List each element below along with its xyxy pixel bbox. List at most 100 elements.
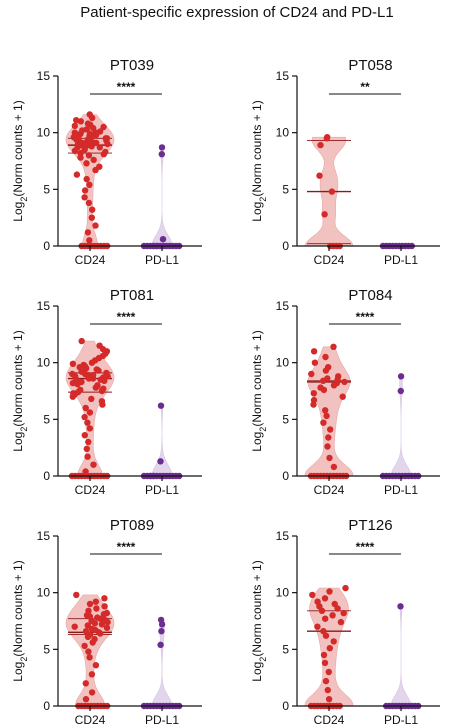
panel-pt081: 0 5 10 15 CD24 PD-L1 Log2(Norm counts + 1) PT08… — [11, 287, 202, 497]
point-cd24 — [73, 171, 81, 178]
point-cd24 — [81, 187, 89, 194]
point-cd24 — [88, 143, 95, 150]
point-cd24 — [104, 618, 111, 626]
y-axis-label: Log2(Norm counts + 1) — [11, 330, 29, 451]
x-tick-label: PD-L1 — [384, 253, 418, 267]
point-cd24 — [103, 624, 111, 631]
x-tick-label: PD-L1 — [145, 253, 179, 267]
y-tick-label: 0 — [43, 699, 50, 713]
point-cd24 — [71, 122, 79, 130]
point-cd24 — [310, 401, 317, 408]
point-cd24 — [82, 404, 89, 412]
x-tick-label: PD-L1 — [384, 483, 418, 497]
y-tick-label: 15 — [276, 69, 290, 83]
point-pdl1 — [397, 373, 405, 380]
point-cd24 — [88, 214, 96, 221]
y-tick-label: 0 — [282, 469, 289, 483]
point-cd24 — [93, 139, 100, 147]
point-cd24 — [310, 390, 317, 397]
point-cd24 — [340, 609, 347, 617]
panel-pt084: 0 5 10 15 CD24 PD-L1 Log2(Norm counts + 1) PT08… — [250, 287, 440, 497]
significance-label: **** — [117, 310, 136, 324]
point-cd24 — [330, 463, 338, 471]
point-cd24 — [326, 588, 333, 595]
y-tick-label: 10 — [276, 126, 290, 140]
point-cd24 — [92, 222, 99, 229]
point-pdl1 — [397, 387, 404, 395]
point-cd24 — [81, 413, 88, 421]
point-cd24 — [82, 696, 90, 703]
point-cd24 — [83, 160, 90, 167]
point-cd24 — [311, 359, 319, 366]
y-axis-label: Log2(Norm counts + 1) — [250, 330, 268, 451]
point-cd24 — [74, 381, 81, 388]
point-cd24 — [71, 623, 78, 630]
point-cd24 — [337, 618, 345, 626]
x-tick-label: CD24 — [314, 253, 345, 267]
point-cd24 — [322, 367, 330, 374]
panel-title: PT058 — [348, 57, 392, 74]
violin-cd24 — [304, 346, 354, 477]
point-cd24 — [316, 172, 323, 179]
point-cd24 — [84, 419, 91, 426]
point-cd24 — [85, 152, 93, 159]
point-cd24 — [69, 360, 77, 367]
point-pdl1 — [158, 628, 165, 635]
point-cd24 — [92, 166, 99, 174]
point-pdl1 — [159, 236, 167, 243]
panel-pt089: 0 5 10 15 CD24 PD-L1 Log2(Norm counts + 1) PT08… — [11, 517, 202, 724]
y-axis-label: Log2(Norm counts + 1) — [250, 100, 268, 221]
point-cd24 — [88, 689, 96, 696]
x-tick-label: CD24 — [75, 253, 106, 267]
point-cd24 — [97, 630, 104, 637]
point-cd24 — [95, 367, 102, 374]
y-tick-label: 15 — [37, 529, 51, 543]
point-cd24 — [98, 387, 106, 395]
y-axis-label: Log2(Norm counts + 1) — [11, 560, 29, 681]
panel-title: PT089 — [110, 517, 154, 534]
point-cd24 — [101, 377, 108, 384]
point-cd24 — [88, 359, 96, 366]
significance-label: **** — [117, 540, 136, 554]
point-cd24 — [341, 378, 348, 386]
point-cd24 — [101, 603, 108, 610]
y-tick-label: 10 — [37, 356, 51, 370]
point-cd24 — [101, 595, 108, 602]
y-axis-label: Log2(Norm counts + 1) — [250, 560, 268, 681]
point-cd24 — [330, 638, 337, 645]
point-cd24 — [328, 188, 336, 195]
significance-label: **** — [117, 80, 136, 94]
y-tick-label: 5 — [282, 642, 289, 656]
point-cd24 — [77, 149, 84, 157]
point-cd24 — [86, 600, 94, 608]
y-tick-label: 10 — [276, 356, 290, 370]
y-tick-label: 10 — [37, 126, 51, 140]
point-cd24 — [320, 419, 327, 426]
y-tick-label: 0 — [282, 239, 289, 253]
point-cd24 — [330, 343, 337, 350]
point-cd24 — [77, 154, 84, 161]
y-tick-label: 5 — [282, 182, 289, 196]
point-cd24 — [93, 605, 100, 612]
point-cd24 — [322, 677, 330, 685]
point-cd24 — [81, 432, 89, 439]
point-cd24 — [73, 591, 80, 599]
point-cd24 — [91, 620, 99, 627]
y-tick-label: 5 — [43, 182, 50, 196]
point-cd24 — [92, 662, 100, 669]
x-tick-label: CD24 — [75, 483, 106, 497]
point-cd24 — [318, 607, 326, 614]
violin-pdl1 — [390, 606, 412, 707]
point-cd24 — [69, 393, 77, 400]
point-cd24 — [85, 199, 93, 207]
point-cd24 — [100, 611, 108, 618]
point-cd24 — [86, 409, 94, 416]
point-cd24 — [83, 175, 90, 183]
point-cd24 — [85, 648, 92, 655]
point-cd24 — [83, 445, 91, 452]
x-tick-label: PD-L1 — [384, 713, 418, 724]
y-tick-label: 5 — [43, 412, 50, 426]
point-cd24 — [314, 623, 321, 630]
point-cd24 — [323, 135, 330, 142]
